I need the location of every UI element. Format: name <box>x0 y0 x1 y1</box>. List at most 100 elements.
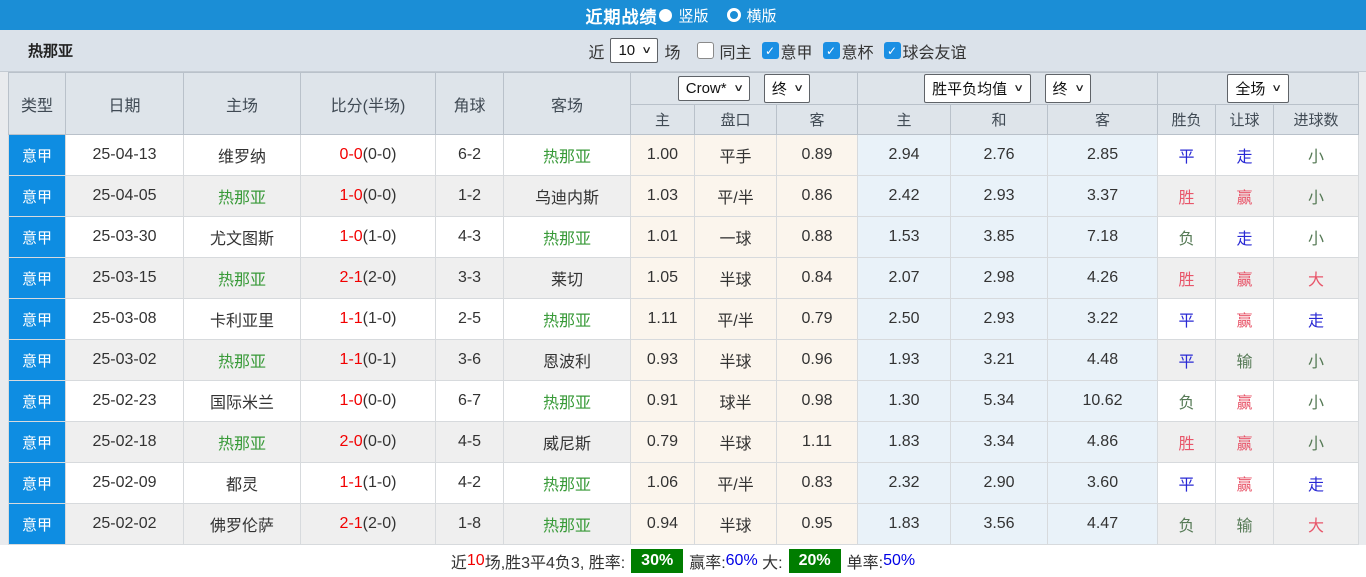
table-row: 意甲 25-02-02 佛罗伦萨 2-1(2-0) 1-8 热那亚 0.94 半球 0.95 1.… <box>8 503 1360 545</box>
result-outcome: 胜 <box>1157 257 1217 299</box>
radio-unselected-icon <box>726 8 741 22</box>
serie-a-label: 意甲 <box>780 44 813 62</box>
match-date: 25-03-08 <box>65 298 184 340</box>
result-outcome: 平 <box>1157 462 1217 504</box>
radio-selected-icon <box>659 8 673 22</box>
away-team: 热那亚 <box>503 380 631 422</box>
score: 1-0(1-0) <box>300 216 436 258</box>
avg-away-odds: 10.62 <box>1047 380 1159 422</box>
check-icon: ✓ <box>826 43 837 58</box>
handicap-home-odds: 0.79 <box>630 421 695 463</box>
summary-stat-badge: 30% <box>631 549 684 573</box>
handicap-away-odds: 0.98 <box>775 380 859 422</box>
subcol-avg-away: 客 <box>1047 104 1159 135</box>
filter-bar: 热那亚 近 10 ∨ 场 同主 ✓ 意甲 ✓ 意杯 ✓ 球会友谊 <box>0 30 1366 72</box>
handicap-group-header: Crow* ∨ 终 ∨ <box>629 72 859 105</box>
corners: 4-5 <box>435 421 504 463</box>
bookmaker-value: Crow* <box>685 80 727 97</box>
avg-draw-odds: 3.56 <box>950 503 1049 545</box>
same-home-label: 同主 <box>719 44 752 62</box>
col-header-corners: 角球 <box>435 72 504 135</box>
layout-radio-horizontal[interactable]: 横版 <box>713 5 781 26</box>
handicap-home-odds: 1.00 <box>630 134 695 176</box>
filter-controls: 近 10 ∨ 场 同主 ✓ 意甲 ✓ 意杯 ✓ 球会友谊 <box>582 38 967 63</box>
away-team: 热那亚 <box>503 216 631 258</box>
avg-away-odds: 7.18 <box>1047 216 1159 258</box>
score: 1-0(0-0) <box>300 380 436 422</box>
result-handicap: 赢 <box>1215 380 1275 422</box>
avg-away-odds: 3.22 <box>1047 298 1159 340</box>
handicap-line: 一球 <box>694 216 777 258</box>
handicap-home-odds: 1.01 <box>630 216 695 258</box>
avg-away-odds: 4.48 <box>1047 339 1159 381</box>
radio-label: 竖版 <box>678 7 709 25</box>
handicap-line: 平手 <box>694 134 777 176</box>
handicap-away-odds: 0.79 <box>775 298 859 340</box>
team-name: 热那亚 <box>28 43 74 60</box>
handicap-time-value: 终 <box>771 81 787 98</box>
away-team: 莱切 <box>503 257 631 299</box>
result-goals: 小 <box>1273 421 1360 463</box>
check-icon: ✓ <box>887 43 898 58</box>
handicap-away-odds: 0.86 <box>775 175 859 217</box>
avg-away-odds: 4.47 <box>1047 503 1159 545</box>
avg-draw-odds: 2.90 <box>950 462 1049 504</box>
handicap-home-odds: 0.91 <box>630 380 695 422</box>
avg-draw-odds: 2.76 <box>950 134 1049 176</box>
results-body: 意甲 25-04-13 维罗纳 0-0(0-0) 6-2 热那亚 1.00 平手 0.89 2.9… <box>8 134 1360 545</box>
handicap-home-odds: 0.94 <box>630 503 695 545</box>
match-date: 25-04-13 <box>65 134 184 176</box>
result-goals: 大 <box>1273 257 1360 299</box>
corners: 4-3 <box>435 216 504 258</box>
league-badge: 意甲 <box>8 339 66 381</box>
match-date: 25-03-15 <box>65 257 184 299</box>
chevron-down-icon: ∨ <box>793 82 805 94</box>
near-count-select[interactable]: 10 ∨ <box>610 38 659 63</box>
subcol-avg-home: 主 <box>857 104 952 135</box>
result-handicap: 赢 <box>1215 421 1275 463</box>
summary-text: 单率: <box>846 555 884 572</box>
handicap-line: 半球 <box>694 257 777 299</box>
handicap-line: 平/半 <box>694 462 777 504</box>
home-team: 尤文图斯 <box>183 216 301 258</box>
away-team: 威尼斯 <box>503 421 631 463</box>
corners: 6-2 <box>435 134 504 176</box>
table-row: 意甲 25-02-18 热那亚 2-0(0-0) 4-5 威尼斯 0.79 半球 1.11 1.8… <box>8 421 1360 463</box>
avg-draw-odds: 3.85 <box>950 216 1049 258</box>
chevron-down-icon: ∨ <box>1073 82 1085 94</box>
home-team: 维罗纳 <box>183 134 301 176</box>
results-table-wrap: 类型 日期 主场 比分(半场) 角球 客场 Crow* ∨ 终 ∨ <box>0 72 1366 545</box>
page-title: 近期战绩 <box>585 7 658 27</box>
avg-draw-odds: 3.34 <box>950 421 1049 463</box>
handicap-away-odds: 0.89 <box>775 134 859 176</box>
avg-time-select[interactable]: 终 ∨ <box>1044 74 1091 103</box>
match-date: 25-02-23 <box>65 380 184 422</box>
avg-odds-select[interactable]: 胜平负均值 ∨ <box>924 74 1031 103</box>
corners: 1-2 <box>435 175 504 217</box>
summary-text: 10 <box>466 552 485 569</box>
summary-text: 近 <box>450 555 467 572</box>
serie-a-checkbox[interactable]: ✓ <box>761 42 779 59</box>
league-badge: 意甲 <box>8 421 66 463</box>
scope-select[interactable]: 全场 ∨ <box>1227 74 1289 103</box>
result-outcome: 胜 <box>1157 421 1217 463</box>
handicap-home-odds: 1.03 <box>630 175 695 217</box>
result-goals: 小 <box>1273 175 1360 217</box>
league-badge: 意甲 <box>8 503 66 545</box>
result-goals: 大 <box>1273 503 1360 545</box>
club-friendly-checkbox[interactable]: ✓ <box>883 42 901 59</box>
corners: 3-3 <box>435 257 504 299</box>
same-home-checkbox[interactable] <box>696 42 714 59</box>
score: 1-1(1-0) <box>300 462 436 504</box>
league-badge: 意甲 <box>8 175 66 217</box>
club-friendly-label: 球会友谊 <box>902 44 967 62</box>
layout-radio-vertical[interactable]: 竖版 <box>657 5 712 26</box>
score: 2-1(2-0) <box>300 257 436 299</box>
handicap-time-select[interactable]: 终 ∨ <box>763 74 811 103</box>
bookmaker-select[interactable]: Crow* ∨ <box>677 76 750 101</box>
avg-odds-group-header: 胜平负均值 ∨ 终 ∨ <box>857 72 1159 105</box>
summary-text: 大: <box>757 555 783 572</box>
coppa-italia-checkbox[interactable]: ✓ <box>822 42 840 59</box>
subcol-result: 胜负 <box>1157 104 1217 135</box>
avg-home-odds: 2.32 <box>857 462 952 504</box>
